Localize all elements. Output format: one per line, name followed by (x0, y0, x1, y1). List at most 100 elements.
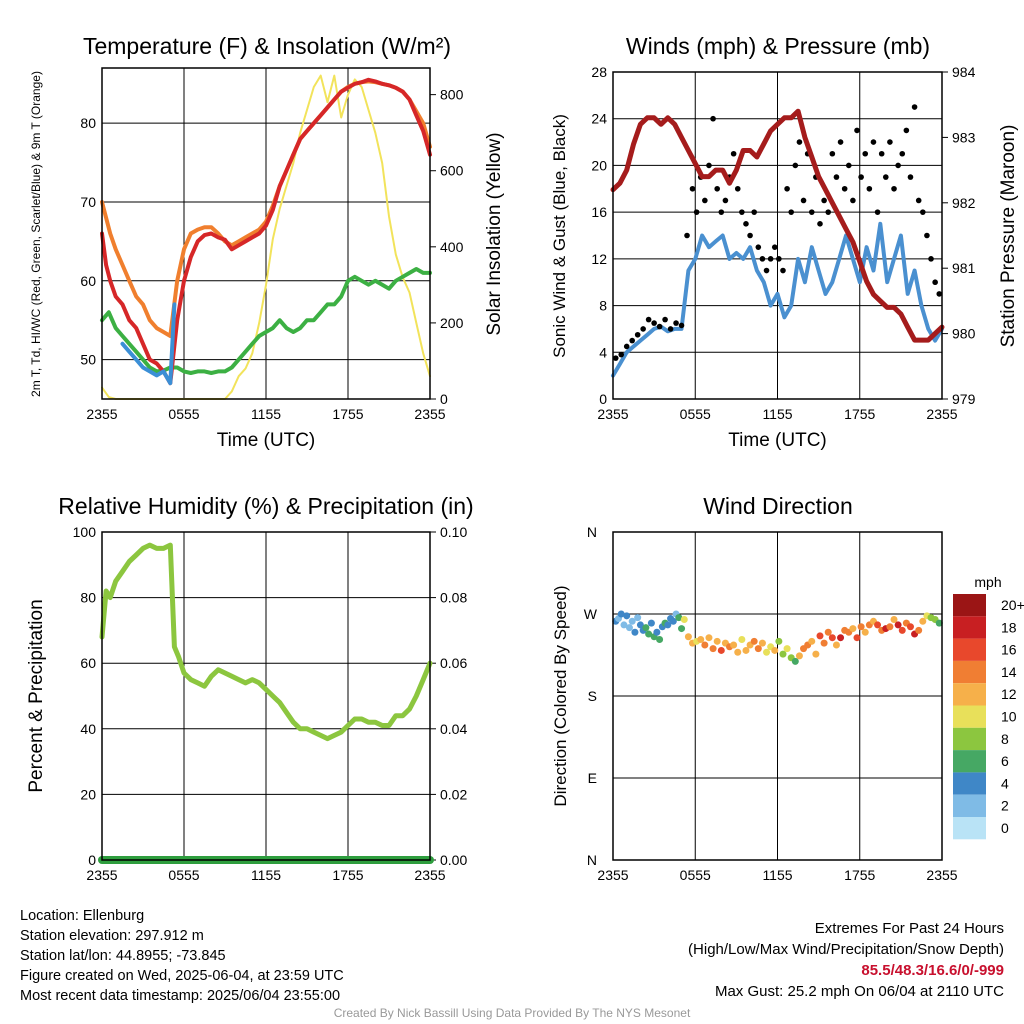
wind-gust-point (858, 174, 864, 180)
temp-ytick-label: 50 (80, 352, 96, 368)
wind-gust-point (618, 351, 625, 358)
dir-ytick-label: E (588, 770, 597, 786)
wind-series-station-pressure (610, 108, 945, 343)
temp-y2tick-label: 200 (440, 315, 464, 331)
wind-gust-point (928, 256, 934, 262)
station-info: Location: Ellenburg Station elevation: 2… (20, 906, 344, 1006)
colorbar-label: 20+ (1001, 597, 1024, 613)
wind-gust-point (755, 244, 762, 250)
info-recent: Most recent data timestamp: 2025/06/04 2… (20, 988, 341, 1004)
dir-point (653, 628, 661, 636)
wind-gust-point (656, 323, 663, 330)
wind-gust-point (866, 185, 873, 192)
colorbar-label: 0 (1001, 820, 1009, 836)
wind-gust-point (874, 209, 881, 215)
dir-point (628, 617, 636, 625)
extremes-subtitle: (High/Low/Max Wind/Precipitation/Snow De… (688, 941, 1004, 958)
wind-xtick-label: 2355 (926, 406, 957, 422)
wind-gust-point (825, 209, 832, 215)
dir-point (906, 623, 914, 631)
rh-ytick-label: 100 (73, 524, 97, 540)
rh-ytick-label: 0 (88, 852, 96, 868)
info-elevation: Station elevation: 297.912 m (20, 928, 204, 944)
info-created: Figure created on Wed, 2025-06-04, at 23… (20, 968, 344, 984)
temp-xtick-label: 1755 (332, 406, 363, 422)
dir-point (890, 615, 898, 623)
dir-point (634, 614, 642, 622)
wind-gust-point (895, 162, 901, 169)
colorbar-swatch (953, 750, 986, 773)
wind-gust-point (870, 139, 877, 145)
wind-gust-point (678, 322, 685, 329)
dir-xtick-label: 2355 (597, 867, 628, 883)
wind-y2tick-label: 979 (952, 391, 976, 407)
colorbar-title: mph (974, 574, 1001, 590)
dir-ytick-label: N (587, 524, 597, 540)
colorbar-swatch (953, 772, 986, 795)
wind-gust-point (800, 197, 807, 204)
wind-gust-point (915, 197, 922, 204)
temp-xlabel: Time (UTC) (217, 430, 316, 451)
wind-gust-point (845, 162, 852, 169)
wind-gust-point (907, 174, 914, 180)
colorbar-swatch (953, 794, 986, 817)
extremes-gust: Max Gust: 25.2 mph On 06/04 at 2110 UTC (714, 983, 1004, 1000)
dir-border (612, 531, 943, 861)
wind-ytick-label: 8 (599, 298, 607, 314)
wind-gust-point (899, 150, 906, 157)
wind-gust-point (821, 197, 827, 204)
wind-gust-point (667, 326, 674, 332)
wind-gust-point (776, 256, 782, 262)
dir-point (636, 621, 644, 629)
wind-xtick-label: 1755 (844, 406, 875, 422)
wind-gust-point (714, 185, 720, 192)
dir-point (824, 628, 832, 636)
extremes-title: Extremes For Past 24 Hours (814, 920, 1004, 937)
colorbar-label: 16 (1001, 642, 1017, 658)
dir-point (779, 650, 787, 658)
info-location: Location: Ellenburg (20, 908, 145, 924)
wind-gust-point (833, 174, 840, 180)
dir-point (857, 623, 865, 631)
dir-point (647, 619, 655, 627)
wind-ytick-label: 16 (591, 204, 607, 220)
temp-xtick-label: 2355 (86, 406, 117, 422)
dir-xtick-label: 2355 (926, 867, 957, 883)
wind-gust-point (763, 267, 770, 274)
colorbar-swatch (953, 594, 986, 617)
temp-series-hi-wc (120, 302, 177, 386)
temp-y2tick-label: 0 (440, 391, 448, 407)
dir-point (730, 641, 738, 649)
rh-border (101, 531, 431, 861)
dir-point (631, 628, 639, 636)
temp-ytick-label: 70 (80, 194, 96, 210)
wind-gust-point (634, 331, 641, 338)
dir-point (791, 657, 799, 665)
temp-ylabel: 2m T, Td, HI/WC (Red, Green, Scarlet/Blu… (29, 71, 43, 397)
colorbar-label: 6 (1001, 753, 1009, 769)
colorbar-label: 2 (1001, 798, 1009, 814)
wind-title: Winds (mph) & Pressure (mb) (626, 33, 930, 59)
dir-point (642, 624, 650, 632)
dir-point (717, 646, 725, 654)
colorbar-swatch (953, 638, 986, 661)
dir-point (664, 621, 672, 629)
wind-gust-point (829, 150, 836, 157)
wind-ytick-label: 28 (591, 64, 607, 80)
extremes-values: 85.5/48.3/16.6/0/-999 (861, 962, 1004, 979)
colorbar-swatch (953, 683, 986, 706)
dir-ytick-label: N (587, 852, 597, 868)
wind-series-sonic-wind (611, 221, 944, 378)
rh-y2tick-label: 0.00 (440, 852, 467, 868)
colorbar-label: 12 (1001, 686, 1017, 702)
wind-gust-point (878, 150, 885, 157)
wind-gust-point (623, 343, 630, 350)
dir-point (645, 630, 653, 638)
wind-gust-point (747, 232, 753, 239)
dir-point (697, 636, 705, 644)
dir-point (808, 637, 816, 645)
wind-gust-point (771, 244, 778, 250)
wind-gust-point (887, 139, 893, 145)
dir-point (678, 625, 686, 633)
dir-point (816, 632, 824, 640)
